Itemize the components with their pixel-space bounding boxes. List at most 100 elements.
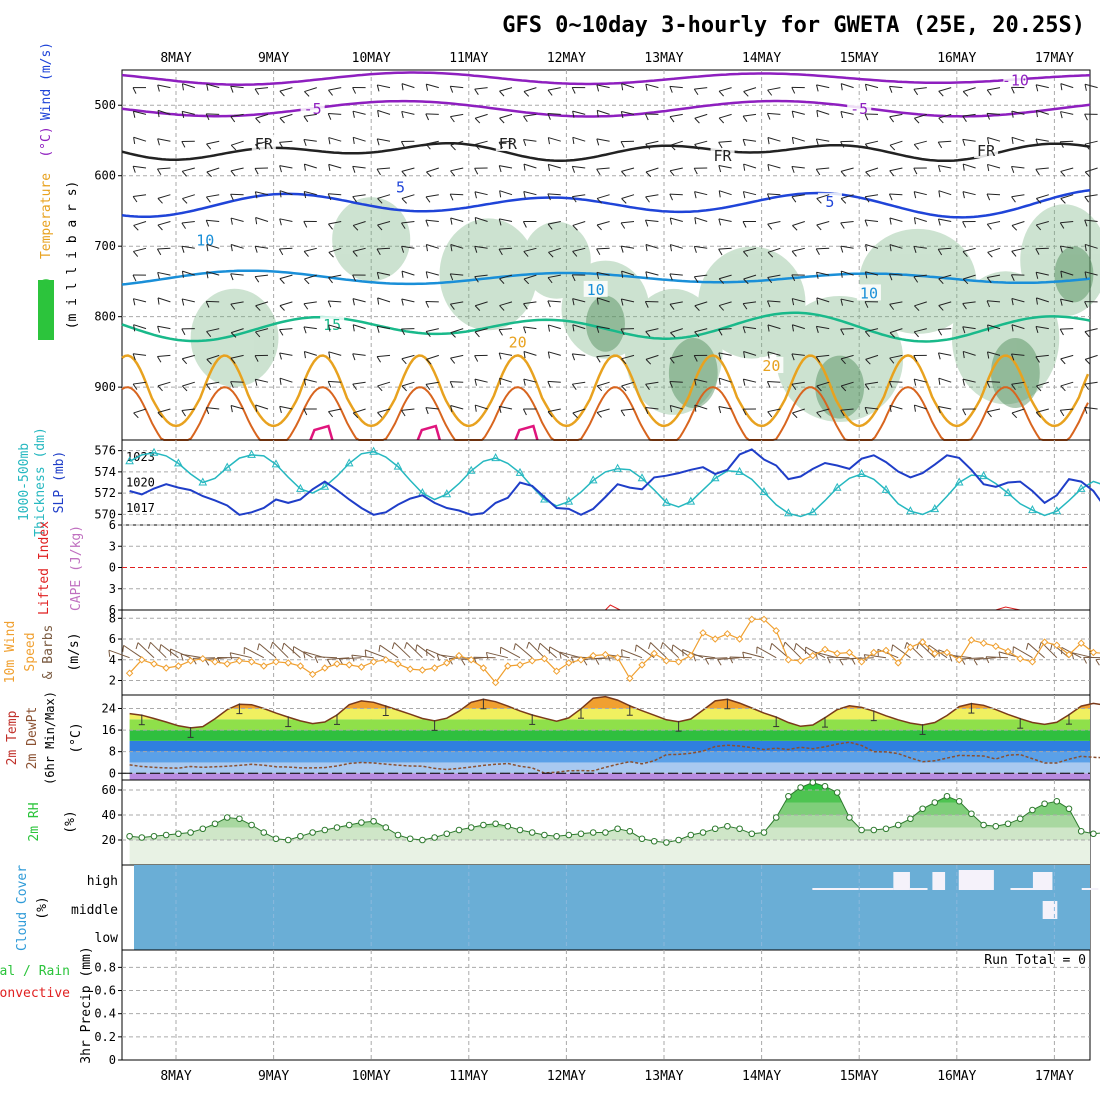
barb-staff bbox=[377, 168, 390, 169]
barb-staff bbox=[914, 88, 927, 90]
barb-staff bbox=[914, 218, 926, 222]
barb-staff bbox=[352, 655, 374, 658]
wind-barb bbox=[987, 222, 1001, 231]
contour-label: 5 bbox=[396, 179, 405, 197]
barb-staff bbox=[377, 355, 390, 356]
rh-area bbox=[991, 338, 1040, 408]
wind-barb bbox=[743, 114, 757, 122]
barb-staff bbox=[524, 88, 536, 92]
wind-barb bbox=[1010, 137, 1024, 147]
barb-staff bbox=[182, 299, 195, 302]
wind-barb bbox=[644, 84, 658, 93]
wind-barb bbox=[914, 168, 927, 174]
barb-flag bbox=[1060, 410, 1064, 416]
y-tick-label: 8 bbox=[109, 611, 116, 625]
barb-flag bbox=[768, 411, 772, 417]
wind-barb-10m bbox=[659, 642, 679, 662]
y-axis-label: 2m RH bbox=[27, 802, 42, 841]
wind-barb bbox=[816, 248, 829, 255]
date-tick-label-bottom: 8MAY bbox=[160, 1069, 191, 1084]
wind-barb bbox=[1084, 114, 1097, 120]
wind-barb bbox=[352, 299, 366, 308]
barb-staff bbox=[597, 168, 610, 169]
barb-flag bbox=[1011, 167, 1015, 173]
barb-flag bbox=[1085, 331, 1089, 338]
y-axis-label: (°C) bbox=[39, 126, 54, 157]
temp-band bbox=[122, 773, 1090, 780]
rh-marker bbox=[798, 785, 804, 791]
wind-barb bbox=[351, 137, 365, 147]
barb-staff bbox=[353, 166, 366, 168]
wind-barb bbox=[914, 88, 928, 96]
barb-flag bbox=[840, 659, 843, 665]
wind-barb bbox=[132, 137, 146, 147]
date-tick-label-bottom: 11MAY bbox=[449, 1069, 488, 1084]
barb-staff bbox=[158, 222, 171, 226]
barb-staff bbox=[158, 382, 170, 386]
wind-barb bbox=[327, 164, 341, 173]
rh-marker bbox=[1078, 828, 1084, 834]
wind-barb bbox=[156, 85, 170, 93]
barb-staff bbox=[329, 164, 341, 168]
barb-staff bbox=[693, 655, 715, 658]
barb-staff bbox=[524, 192, 537, 195]
barb-flag bbox=[597, 169, 601, 175]
barb-staff bbox=[767, 113, 780, 114]
barb-staff bbox=[573, 137, 585, 141]
barb-staff bbox=[841, 168, 854, 171]
rh-marker bbox=[664, 840, 670, 846]
barb-staff bbox=[294, 647, 313, 658]
barb-staff bbox=[695, 141, 708, 144]
barb-flag bbox=[207, 143, 211, 150]
date-tick-label-top: 15MAY bbox=[840, 51, 879, 66]
barb-staff bbox=[719, 114, 731, 118]
barb-staff bbox=[597, 222, 610, 225]
barb-staff bbox=[515, 643, 532, 657]
y-tick-label: 576 bbox=[94, 444, 116, 458]
wind-barb bbox=[352, 166, 366, 174]
wind-barb bbox=[229, 218, 243, 227]
wind-barb bbox=[694, 168, 707, 174]
barb-staff bbox=[133, 354, 146, 356]
wind-barb bbox=[547, 352, 561, 361]
wind-barb bbox=[866, 168, 880, 178]
barb-flag bbox=[328, 411, 332, 417]
barb-flag bbox=[937, 165, 941, 171]
barb-staff bbox=[499, 353, 512, 355]
rh-marker bbox=[505, 823, 511, 829]
y-tick-label: 3 bbox=[109, 539, 116, 553]
barb-staff bbox=[1060, 141, 1073, 142]
barb-staff bbox=[353, 354, 366, 356]
rh-marker bbox=[432, 835, 438, 841]
barb-staff bbox=[426, 329, 439, 332]
barb-staff bbox=[622, 195, 634, 199]
barb-staff bbox=[988, 248, 1000, 252]
barb-flag bbox=[963, 409, 966, 415]
wind-speed-marker bbox=[1042, 639, 1048, 645]
date-tick-label-bottom: 15MAY bbox=[840, 1069, 879, 1084]
barb-staff bbox=[231, 218, 244, 221]
barb-staff bbox=[315, 657, 337, 658]
barb-flag bbox=[181, 246, 185, 252]
barb-staff bbox=[694, 88, 707, 90]
wind-barb bbox=[279, 166, 293, 174]
barb-flag bbox=[426, 196, 430, 202]
wind-barb bbox=[839, 271, 853, 281]
wind-barb bbox=[133, 195, 147, 203]
y-axis-label: Temperature bbox=[39, 173, 54, 259]
wind-speed-marker bbox=[346, 662, 352, 668]
wind-barb bbox=[742, 192, 756, 201]
y-axis-label: (%) bbox=[35, 896, 50, 919]
barb-flag bbox=[524, 116, 528, 122]
wind-barb bbox=[1085, 195, 1099, 203]
temperature-contour bbox=[418, 426, 440, 440]
barb-staff bbox=[987, 222, 1000, 225]
barb-flag bbox=[426, 301, 429, 307]
wind-barb bbox=[158, 195, 172, 204]
barb-staff bbox=[133, 248, 146, 251]
rh-marker bbox=[578, 831, 584, 837]
barb-flag bbox=[132, 166, 136, 172]
rh-marker bbox=[859, 827, 865, 833]
wind-barb bbox=[304, 88, 318, 98]
